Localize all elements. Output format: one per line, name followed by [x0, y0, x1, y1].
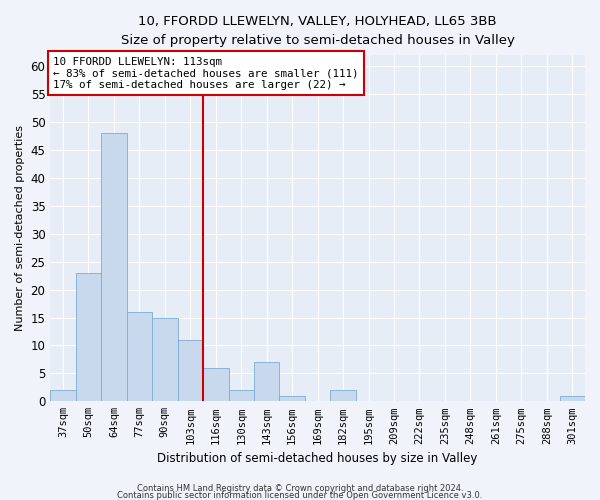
Bar: [178, 340, 203, 402]
Bar: [50, 390, 76, 402]
Bar: [280, 396, 305, 402]
Bar: [254, 362, 280, 402]
Text: Contains HM Land Registry data © Crown copyright and database right 2024.: Contains HM Land Registry data © Crown c…: [137, 484, 463, 493]
Bar: [560, 396, 585, 402]
Text: Contains public sector information licensed under the Open Government Licence v3: Contains public sector information licen…: [118, 491, 482, 500]
Bar: [203, 368, 229, 402]
Bar: [229, 390, 254, 402]
Y-axis label: Number of semi-detached properties: Number of semi-detached properties: [15, 125, 25, 331]
Bar: [331, 390, 356, 402]
Text: 10 FFORDD LLEWELYN: 113sqm
← 83% of semi-detached houses are smaller (111)
17% o: 10 FFORDD LLEWELYN: 113sqm ← 83% of semi…: [53, 57, 358, 90]
Bar: [152, 318, 178, 402]
Bar: [76, 273, 101, 402]
Bar: [101, 134, 127, 402]
Title: 10, FFORDD LLEWELYN, VALLEY, HOLYHEAD, LL65 3BB
Size of property relative to sem: 10, FFORDD LLEWELYN, VALLEY, HOLYHEAD, L…: [121, 15, 515, 47]
Bar: [127, 312, 152, 402]
X-axis label: Distribution of semi-detached houses by size in Valley: Distribution of semi-detached houses by …: [157, 452, 478, 465]
